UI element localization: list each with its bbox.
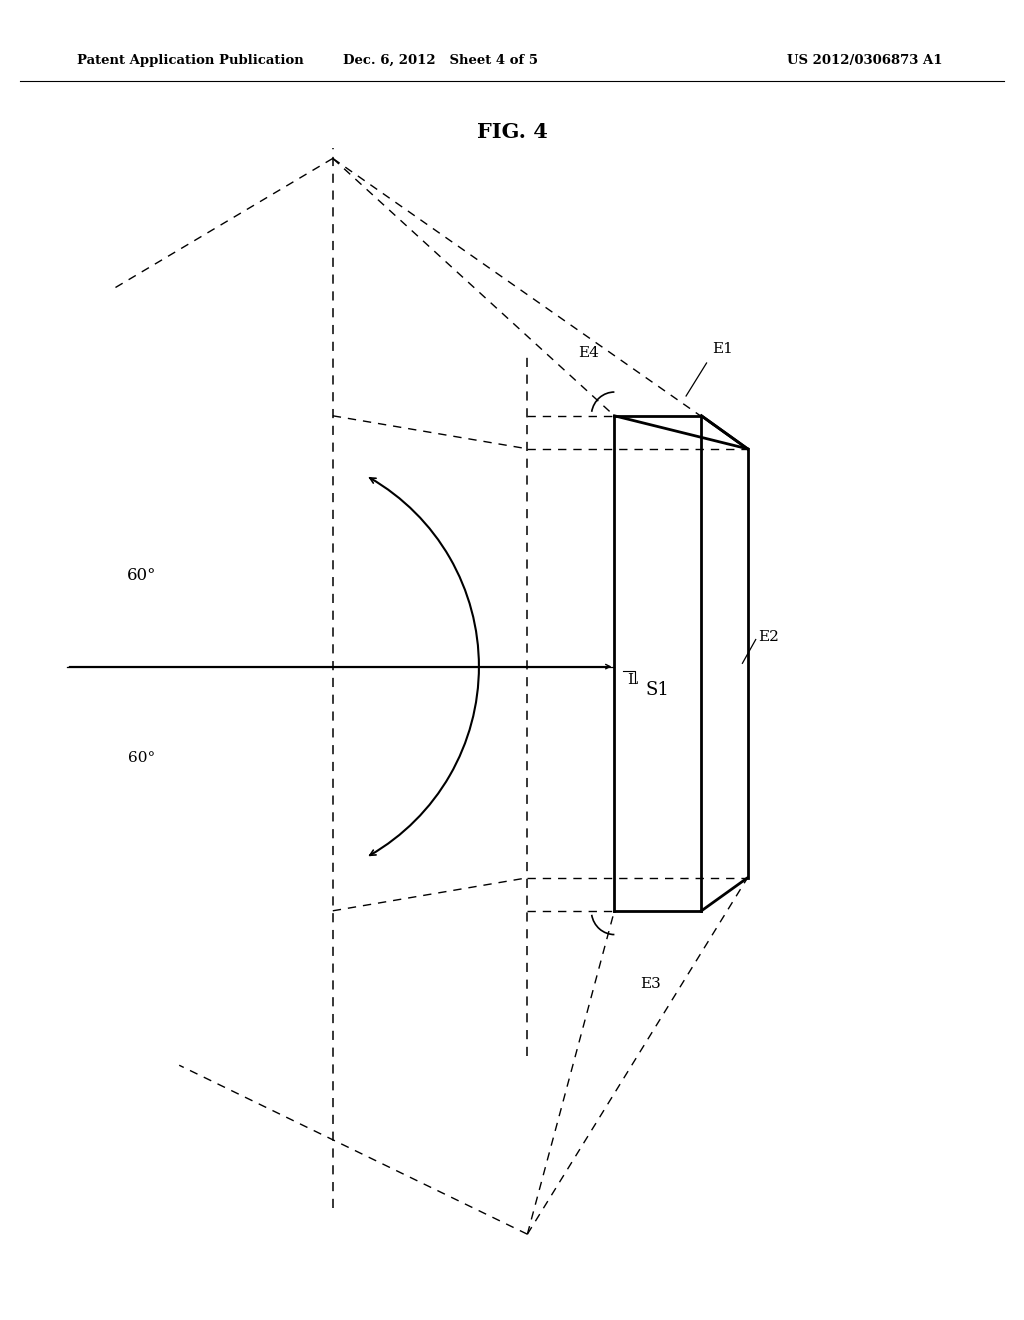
Text: Patent Application Publication: Patent Application Publication [77,54,303,67]
Text: S1: S1 [646,681,670,698]
Text: E3: E3 [640,977,660,991]
Text: L: L [627,673,637,688]
Text: 60°: 60° [127,566,156,583]
Text: 60°: 60° [128,751,155,766]
Text: E1: E1 [712,342,732,356]
Text: FIG. 4: FIG. 4 [476,121,548,143]
Text: E4: E4 [579,346,599,360]
Text: US 2012/0306873 A1: US 2012/0306873 A1 [786,54,942,67]
Text: E2: E2 [758,630,778,644]
Text: Dec. 6, 2012   Sheet 4 of 5: Dec. 6, 2012 Sheet 4 of 5 [343,54,538,67]
